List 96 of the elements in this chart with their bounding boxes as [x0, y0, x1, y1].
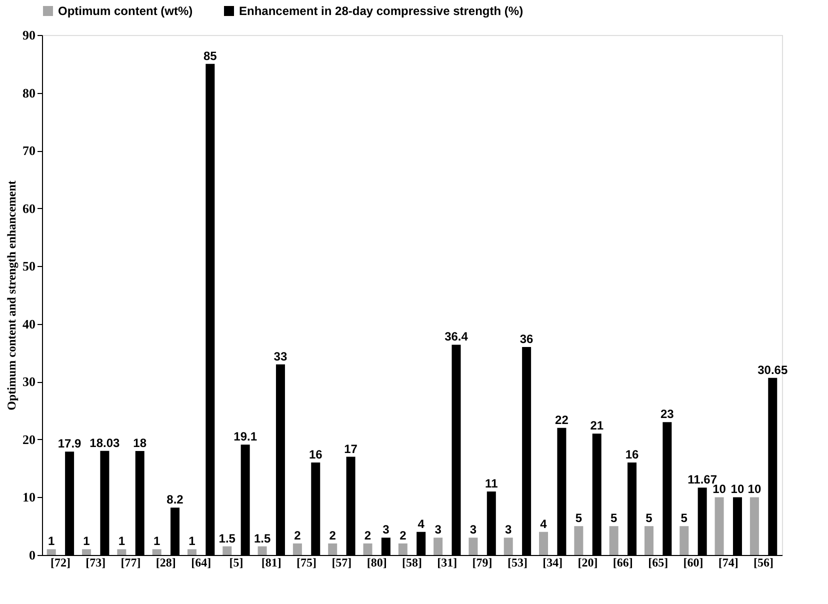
- y-axis-title: Optimum content and strength enhancement: [4, 180, 18, 410]
- legend-label: Enhancement in 28-day compressive strength (%): [239, 4, 524, 18]
- x-tick-label: [31]: [437, 556, 458, 570]
- x-tick-label: [73]: [86, 556, 106, 570]
- y-tick-label: 60: [22, 200, 36, 216]
- bar: [398, 543, 408, 555]
- data-label: 1.5: [254, 531, 271, 546]
- y-tick-label: 50: [22, 258, 36, 274]
- x-tick-label: [77]: [120, 556, 141, 570]
- bar: [714, 497, 724, 555]
- data-label: 30.65: [758, 362, 788, 377]
- x-tick-label: [20]: [578, 556, 598, 570]
- x-tick-label: [58]: [402, 556, 422, 570]
- data-label: 3: [382, 522, 390, 537]
- data-label: 18.03: [90, 436, 120, 450]
- bar: [644, 526, 654, 555]
- y-tick-label: 70: [22, 143, 36, 158]
- bar: [187, 549, 196, 555]
- x-tick-label: [5]: [229, 556, 244, 570]
- x-tick-label: [60]: [683, 556, 704, 570]
- legend-label: Optimum content (wt%): [58, 4, 193, 18]
- data-label: 2: [329, 528, 336, 542]
- x-tick-label: [75]: [296, 556, 317, 570]
- bar: [539, 532, 548, 555]
- y-tick-label: 40: [22, 316, 36, 332]
- data-label: 85: [203, 48, 218, 63]
- x-tick-label: [80]: [366, 556, 387, 570]
- x-tick-label: [53]: [507, 556, 528, 570]
- data-label: 1: [83, 534, 90, 548]
- data-label: 1: [48, 534, 56, 548]
- data-label: 3: [434, 522, 442, 537]
- data-label: 1: [188, 534, 196, 548]
- y-tick-label: 10: [22, 490, 36, 505]
- data-label: 16: [308, 448, 323, 462]
- data-label: 1: [118, 534, 126, 548]
- data-label: 1: [153, 534, 160, 548]
- bar: [609, 526, 618, 555]
- data-label: 10: [712, 482, 726, 496]
- x-tick-label: [28]: [156, 556, 176, 570]
- data-label: 22: [555, 412, 569, 427]
- data-label: 10: [748, 482, 762, 496]
- data-label: 33: [274, 349, 288, 364]
- y-tick-label: 90: [22, 28, 36, 42]
- data-label: 3: [505, 522, 512, 537]
- y-tick-label: 20: [22, 432, 36, 447]
- data-label: 5: [646, 511, 653, 526]
- data-label: 8.2: [166, 492, 184, 507]
- x-tick-label: [56]: [754, 556, 774, 570]
- y-tick-label: 0: [29, 548, 36, 562]
- data-label: 23: [660, 407, 674, 422]
- bar: [363, 543, 372, 555]
- data-label: 18: [133, 436, 147, 450]
- y-tick-label: 80: [22, 85, 36, 100]
- data-label: 19.1: [234, 430, 258, 444]
- x-tick-label: [81]: [261, 556, 282, 570]
- data-label: 4: [418, 516, 425, 531]
- bar: [680, 526, 689, 555]
- bar: [292, 543, 302, 555]
- data-label: 2: [364, 528, 372, 542]
- bar: [152, 549, 162, 555]
- bar: [222, 546, 232, 555]
- bar: [117, 549, 126, 555]
- x-tick-label: [79]: [472, 556, 492, 570]
- data-label: 21: [590, 418, 604, 433]
- data-label: 5: [610, 511, 618, 526]
- data-label: 2: [400, 528, 407, 542]
- data-label: 17.9: [58, 436, 82, 451]
- data-label: 36: [520, 332, 534, 346]
- x-tick-label: [34]: [542, 556, 563, 570]
- data-label: 5: [680, 511, 688, 526]
- data-label: 10: [730, 482, 744, 496]
- data-label: 4: [540, 516, 548, 531]
- data-label: 2: [294, 528, 302, 542]
- bar: [750, 497, 759, 555]
- bar: [258, 546, 267, 555]
- x-tick-label: [66]: [612, 556, 633, 570]
- data-label: 11: [485, 476, 498, 490]
- x-tick-label: [72]: [50, 556, 70, 570]
- data-label: 36.4: [444, 330, 468, 344]
- y-tick-label: 30: [22, 374, 36, 390]
- data-label: 3: [470, 522, 477, 537]
- bar: [46, 549, 56, 555]
- bar: [434, 538, 443, 555]
- x-tick-label: [74]: [718, 556, 738, 570]
- x-tick-label: [57]: [332, 556, 352, 570]
- bar: [504, 538, 513, 555]
- data-label: 16: [625, 448, 640, 462]
- data-label: 1.5: [218, 531, 236, 546]
- bar: [328, 543, 338, 555]
- data-label: 5: [575, 511, 582, 526]
- x-tick-label: [65]: [648, 556, 668, 570]
- x-tick-label: [64]: [191, 556, 212, 570]
- data-label: 17: [344, 442, 358, 456]
- bar: [468, 538, 478, 555]
- bar: [574, 526, 584, 555]
- bar: [82, 549, 92, 555]
